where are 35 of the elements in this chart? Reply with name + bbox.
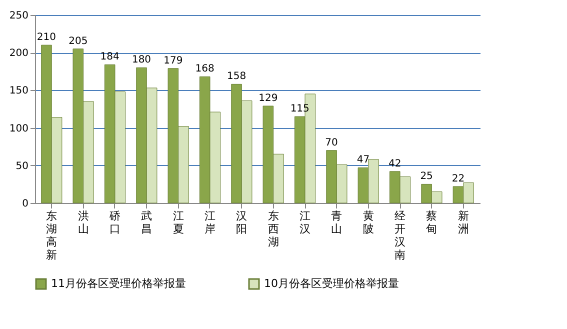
data-label: 205 <box>68 36 88 47</box>
x-tick-label: 经开汉南 <box>394 210 406 262</box>
x-tick-label: 江夏 <box>172 210 184 236</box>
data-label: 158 <box>226 71 246 82</box>
legend-label: 11月份各区受理价格举报量 <box>51 277 186 290</box>
x-tick-label: 武昌 <box>141 210 152 236</box>
data-label: 70 <box>325 137 338 148</box>
x-tick-label: 黄陂 <box>362 210 374 236</box>
y-tick-label: 0 <box>22 198 28 210</box>
data-label: 179 <box>164 55 183 66</box>
data-label: 25 <box>420 171 433 182</box>
x-tick-label: 江汉 <box>300 210 311 236</box>
x-tick-label: 新洲 <box>458 210 469 236</box>
x-tick-label: 蔡甸 <box>426 210 438 236</box>
data-label: 129 <box>258 92 278 104</box>
y-tick-label: 150 <box>9 86 28 97</box>
y-tick-label: 250 <box>9 10 28 22</box>
x-tick-label: 洪山 <box>78 210 89 236</box>
y-tick-label: 50 <box>16 160 28 172</box>
data-label: 184 <box>100 52 120 63</box>
x-tick-label: 东湖高新 <box>46 210 58 262</box>
data-label: 180 <box>132 54 152 66</box>
x-tick-label: 汉阳 <box>236 210 248 236</box>
x-tick-label: 硚口 <box>108 210 120 236</box>
x-tick-label: 江岸 <box>204 210 216 236</box>
y-tick-label: 200 <box>9 48 28 60</box>
data-label: 210 <box>36 32 56 44</box>
legend-label: 10月份各区受理价格举报量 <box>264 277 399 290</box>
x-tick-label: 东西湖 <box>268 210 279 248</box>
y-tick-label: 100 <box>9 123 28 134</box>
x-tick-label: 青山 <box>331 210 342 236</box>
data-label: 22 <box>452 173 465 184</box>
data-label: 115 <box>290 104 310 115</box>
data-label: 47 <box>356 154 370 166</box>
data-label: 168 <box>195 64 214 75</box>
